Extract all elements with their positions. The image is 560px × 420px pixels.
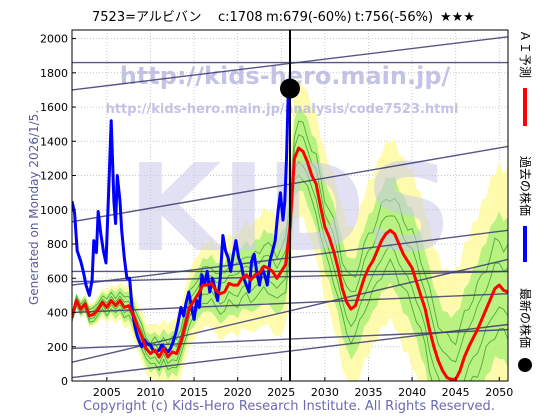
y-tick-label: 1200 — [40, 170, 68, 183]
latest-marker-layer — [280, 30, 300, 381]
x-tick-label: 2010 — [136, 386, 164, 399]
history-line — [72, 87, 291, 354]
t-target-label: t:756(-56%) — [355, 10, 433, 25]
legend-history-label: 過去の株価 — [518, 156, 533, 216]
generated-on-label: Generated on Monday 2026/1/5. — [27, 110, 41, 305]
x-tick-label: 2045 — [442, 386, 470, 399]
y-tick-label: 1400 — [40, 135, 68, 148]
y-tick-label: 1000 — [40, 204, 68, 217]
x-tick-label: 2015 — [180, 386, 208, 399]
y-tick-label: 400 — [47, 307, 68, 320]
y-tick-label: 600 — [47, 272, 68, 285]
latest-price-marker — [280, 78, 300, 99]
axes: 0 200 400 600 800 1000 1200 1400 1600 1800 2000 200… — [40, 33, 513, 399]
x-tick-label: 2030 — [311, 386, 339, 399]
rating-stars: ★★★ — [440, 10, 475, 25]
ticker-label: 7523=アルビバン — [92, 10, 202, 25]
legend-latest-label: 最新の株価 — [518, 288, 533, 348]
x-tick-label: 2050 — [485, 386, 513, 399]
legend-latest-swatch — [518, 358, 532, 372]
y-tick-label: 1600 — [40, 101, 68, 114]
x-tick-label: 2005 — [93, 386, 121, 399]
legend: ＡＩ予測 過去の株価 最新の株価 — [518, 30, 533, 372]
current-price-label: c:1708 — [218, 10, 263, 25]
x-tick-label: 2040 — [398, 386, 426, 399]
watermark-url-small: http://kids-hero.main.jp/analysis/code75… — [106, 102, 459, 117]
m-target-label: m:679(-60%) — [266, 10, 352, 25]
x-tick-label: 2025 — [267, 386, 295, 399]
y-tick-label: 200 — [47, 341, 68, 354]
x-tick-label: 2020 — [224, 386, 252, 399]
y-tick-label: 0 — [61, 375, 68, 388]
y-tick-label: 2000 — [40, 33, 68, 46]
copyright-label: Copyright (c) Kids-Hero Research Institu… — [83, 399, 495, 414]
y-tick-label: 1800 — [40, 67, 68, 80]
y-tick-label: 800 — [47, 238, 68, 251]
legend-forecast-label: ＡＩ予測 — [518, 30, 532, 78]
x-tick-label: 2035 — [354, 386, 382, 399]
